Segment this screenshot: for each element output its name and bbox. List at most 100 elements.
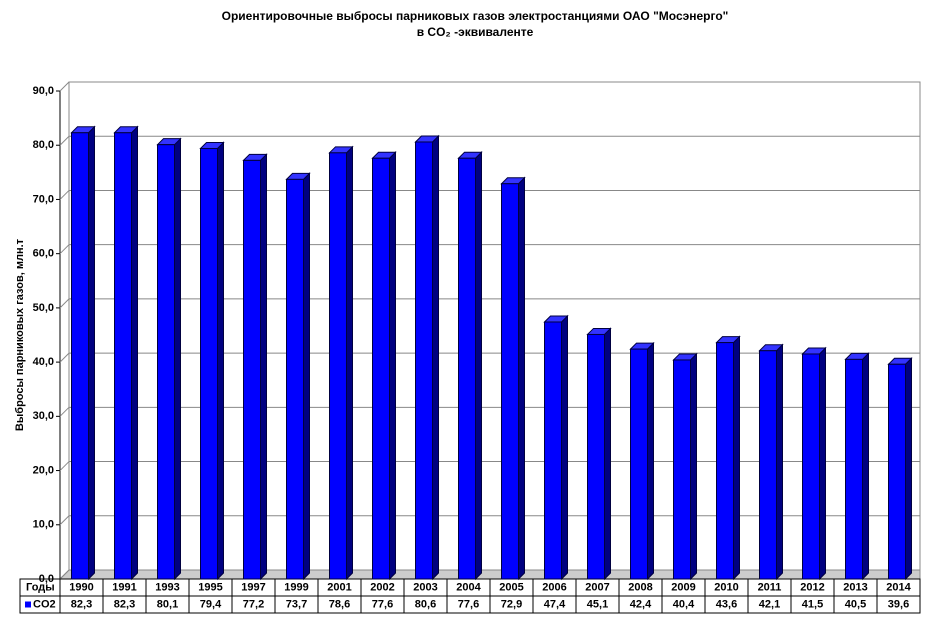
bar <box>845 358 863 580</box>
bar <box>759 350 777 580</box>
grid-line-depth <box>59 515 70 526</box>
bar-side <box>819 346 826 581</box>
legend-swatch <box>25 601 31 608</box>
x-tick-label: 2005 <box>499 581 523 593</box>
value-label: 45,1 <box>587 598 608 610</box>
x-tick-label: 2014 <box>886 581 911 593</box>
bar-side <box>647 341 654 581</box>
bar <box>243 159 261 580</box>
value-label: 82,3 <box>114 598 135 610</box>
x-tick-label: 2001 <box>327 581 351 593</box>
value-label: 40,4 <box>673 598 695 610</box>
bar-side <box>88 125 95 581</box>
value-label: 42,4 <box>630 598 652 610</box>
x-tick-label: 2009 <box>671 581 695 593</box>
bar <box>544 321 562 580</box>
value-label: 82,3 <box>71 598 92 610</box>
value-label: 77,2 <box>243 598 264 610</box>
bar-side <box>174 137 181 581</box>
value-label: 40,5 <box>845 598 866 610</box>
y-tick-label: 80,0 <box>33 139 54 151</box>
bar-side <box>475 151 482 581</box>
bar-side <box>432 134 439 581</box>
floor <box>58 569 921 580</box>
y-tick-label: 40,0 <box>33 356 54 368</box>
bar <box>888 363 906 580</box>
chart-title: Ориентировочные выбросы парниковых газов… <box>222 9 729 23</box>
grid-line-depth <box>59 461 70 471</box>
x-tick-label: 2013 <box>843 581 867 593</box>
y-tick-label: 90,0 <box>33 85 54 97</box>
value-label: 79,4 <box>200 598 222 610</box>
bar-side <box>217 141 224 581</box>
legend-label: CO2 <box>33 598 56 610</box>
bar <box>673 359 691 580</box>
bar-side <box>561 314 568 581</box>
y-tick-label: 20,0 <box>33 464 54 476</box>
value-label: 80,1 <box>157 598 178 610</box>
x-tick-label: 2011 <box>758 581 782 593</box>
value-label: 41,5 <box>802 598 823 610</box>
bar <box>415 141 433 580</box>
x-tick-label: 2006 <box>542 581 566 593</box>
bar <box>114 132 132 580</box>
bar <box>458 157 476 580</box>
bar-side <box>131 125 138 581</box>
x-tick-label: 2008 <box>628 581 652 593</box>
value-label: 80,6 <box>415 598 436 610</box>
x-tick-label: 1999 <box>284 581 308 593</box>
value-label: 72,9 <box>501 598 522 610</box>
bar <box>157 144 175 580</box>
y-tick-label: 10,0 <box>33 519 54 531</box>
grid-line-depth <box>59 190 70 200</box>
bar-side <box>303 172 310 581</box>
bar-side <box>260 153 267 581</box>
grid-line-depth <box>59 352 70 363</box>
grid-line-depth <box>59 406 70 417</box>
value-label: 43,6 <box>716 598 737 610</box>
x-tick-label: 2002 <box>370 581 394 593</box>
bar <box>802 353 820 580</box>
bar <box>587 333 605 580</box>
bar <box>501 183 519 580</box>
y-tick-label: 30,0 <box>33 410 54 422</box>
bar <box>200 147 218 580</box>
grid-line-depth <box>59 135 70 146</box>
bar <box>630 348 648 580</box>
y-tick-label: 70,0 <box>33 193 54 205</box>
bar-side <box>733 335 740 581</box>
value-label: 42,1 <box>759 598 780 610</box>
bar <box>329 152 347 580</box>
y-tick-label: 50,0 <box>33 302 54 314</box>
x-tick-label: 2012 <box>800 581 824 593</box>
bar-side <box>346 145 353 581</box>
x-tick-label: 2010 <box>714 581 738 593</box>
grid-line-depth <box>59 298 70 309</box>
bar-side <box>690 352 697 581</box>
bar <box>372 157 390 580</box>
value-label: 47,4 <box>544 598 566 610</box>
value-label: 78,6 <box>329 598 350 610</box>
plot-wall <box>68 81 921 571</box>
bar-side <box>604 327 611 581</box>
value-label: 77,6 <box>458 598 479 610</box>
y-tick-label: 60,0 <box>33 248 54 260</box>
bar <box>716 342 734 580</box>
chart-subtitle: в CO₂ -эквиваленте <box>417 25 534 39</box>
bar-side <box>862 352 869 581</box>
x-tick-label: 1991 <box>112 581 136 593</box>
grid-line-depth <box>59 569 70 580</box>
bar-side <box>905 357 912 581</box>
bar-side <box>389 151 396 581</box>
x-tick-label: 1990 <box>69 581 93 593</box>
grid-line-depth <box>59 81 70 92</box>
table-header: Годы <box>26 581 55 593</box>
y-axis-label: Выбросы парниковых газов, млн.т <box>14 238 26 431</box>
bar-side <box>518 176 525 581</box>
x-tick-label: 2004 <box>456 581 481 593</box>
x-tick-label: 2007 <box>585 581 609 593</box>
bar <box>286 178 304 580</box>
x-tick-label: 1993 <box>155 581 179 593</box>
value-label: 77,6 <box>372 598 393 610</box>
